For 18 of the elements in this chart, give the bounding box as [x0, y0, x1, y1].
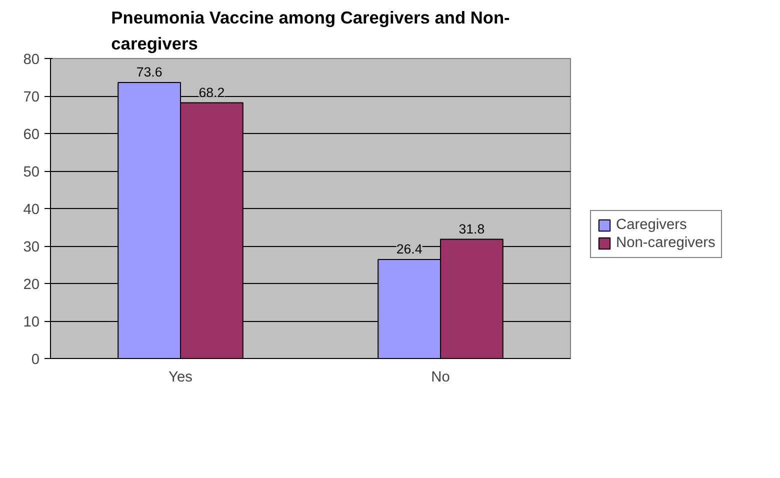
data-label: 26.4: [396, 242, 423, 256]
y-tick-label: 20: [23, 277, 40, 293]
x-tick-label: No: [431, 370, 450, 386]
x-tick-label: Yes: [168, 370, 192, 386]
y-tick-label: 60: [23, 127, 40, 143]
y-tick-label: 30: [23, 240, 40, 256]
legend-label: Non-caregivers: [616, 235, 716, 251]
data-label: 73.6: [136, 64, 162, 80]
chart-title: Pneumonia Vaccine among Caregivers and Non-caregivers: [111, 8, 510, 54]
y-tick-label: 10: [23, 314, 40, 330]
data-label: 68.2: [198, 84, 225, 100]
data-label: 31.8: [458, 221, 485, 236]
legend-label: Caregivers: [616, 217, 687, 233]
y-tick-label: 70: [23, 90, 40, 106]
y-tick-label: 0: [31, 352, 40, 368]
y-tick-label: 50: [23, 164, 40, 180]
y-tick-label: 80: [23, 52, 40, 68]
y-tick-label: 40: [23, 202, 40, 218]
